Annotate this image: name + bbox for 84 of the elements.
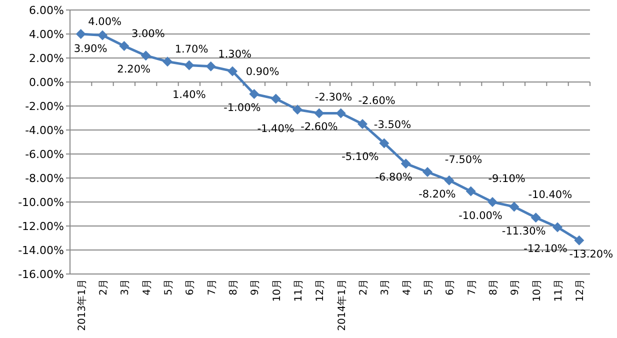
x-tick-label: 12月 [315,279,326,302]
x-tick-label: 11月 [554,279,564,302]
y-tick-label: -6.00% [25,148,64,161]
x-tick-label: 2013年1月 [76,279,88,331]
point [444,175,454,186]
data-label: 0.90% [246,66,280,78]
point [574,235,584,246]
y-tick-label: -16.00% [18,268,64,281]
x-tick-label: 11月 [294,279,304,302]
x-tick-label: 10月 [532,279,543,302]
data-label: 1.30% [218,48,252,60]
y-tick-label: -12.00% [18,220,64,233]
point [292,104,302,115]
x-tick-label: 5月 [164,279,174,296]
x-tick-label: 5月 [424,279,434,296]
data-label: -2.60% [300,121,338,134]
data-label: -2.30% [314,92,352,104]
data-label: -10.00% [458,210,502,222]
point [140,50,151,61]
x-tick-label: 7月 [206,279,218,296]
point [400,158,411,169]
x-tick-label: 3月 [380,279,392,296]
data-label: -6.80% [375,172,412,184]
point [466,186,476,196]
point [162,56,172,67]
x-tick-label: 8月 [228,279,240,296]
data-label: -8.20% [418,188,456,200]
data-label: 2.20% [117,64,151,76]
y-tick-label: 2.00% [29,52,64,65]
data-label: -9.10% [488,173,526,186]
point [206,61,216,72]
data-label: -11.30% [502,226,546,238]
point [422,167,432,177]
data-label: -12.10% [524,243,568,256]
x-tick-label: 10月 [272,279,283,302]
y-tick-label: -10.00% [18,196,64,209]
data-label: -1.00% [224,102,261,114]
x-tick-label: 9月 [250,279,262,296]
x-tick-label: 4月 [402,279,413,296]
data-label: 4.00% [88,16,122,28]
x-tick-label: 6月 [445,279,456,296]
y-tick-label: -2.00% [25,100,64,113]
point [76,29,86,39]
point [379,138,390,148]
data-label: -10.40% [528,188,572,201]
point [488,197,498,207]
x-tick-label: 7月 [466,279,478,296]
x-tick-label: 12月 [575,279,586,302]
point [249,89,260,99]
point [509,202,520,212]
data-label: -3.50% [374,119,412,131]
point [270,94,281,104]
data-label: -1.40% [257,122,294,135]
point [98,30,108,40]
y-tick-label: -14.00% [18,244,64,257]
y-tick-label: 6.00% [29,4,64,17]
data-label: -2.60% [358,95,396,108]
y-tick-label: -8.00% [25,172,64,185]
point [228,66,238,76]
y-tick-label: -4.00% [25,124,64,137]
data-label: 1.40% [172,89,206,102]
y-tick-label: 0.00% [29,76,64,89]
x-tick-label: 4月 [142,279,153,296]
y-tick-label: 4.00% [29,28,64,41]
x-tick-label: 3月 [120,279,132,296]
data-label: 1.70% [174,44,208,56]
data-label: 3.90% [74,43,108,56]
x-tick-label: 8月 [488,279,500,296]
point [552,222,562,232]
point [184,60,194,70]
data-label: 3.00% [131,28,165,40]
point [119,41,130,51]
data-label: -7.50% [444,154,482,166]
x-tick-label: 9月 [510,279,522,296]
x-tick-label: 2月 [98,279,110,296]
data-label: -5.10% [342,151,379,164]
point [336,108,346,118]
point [530,212,541,223]
point [358,119,368,129]
x-tick-label: 2014年1月 [336,279,348,331]
x-tick-label: 6月 [185,279,196,296]
data-label: -13.20% [569,248,614,260]
point [314,108,324,118]
x-tick-label: 2月 [358,279,370,296]
